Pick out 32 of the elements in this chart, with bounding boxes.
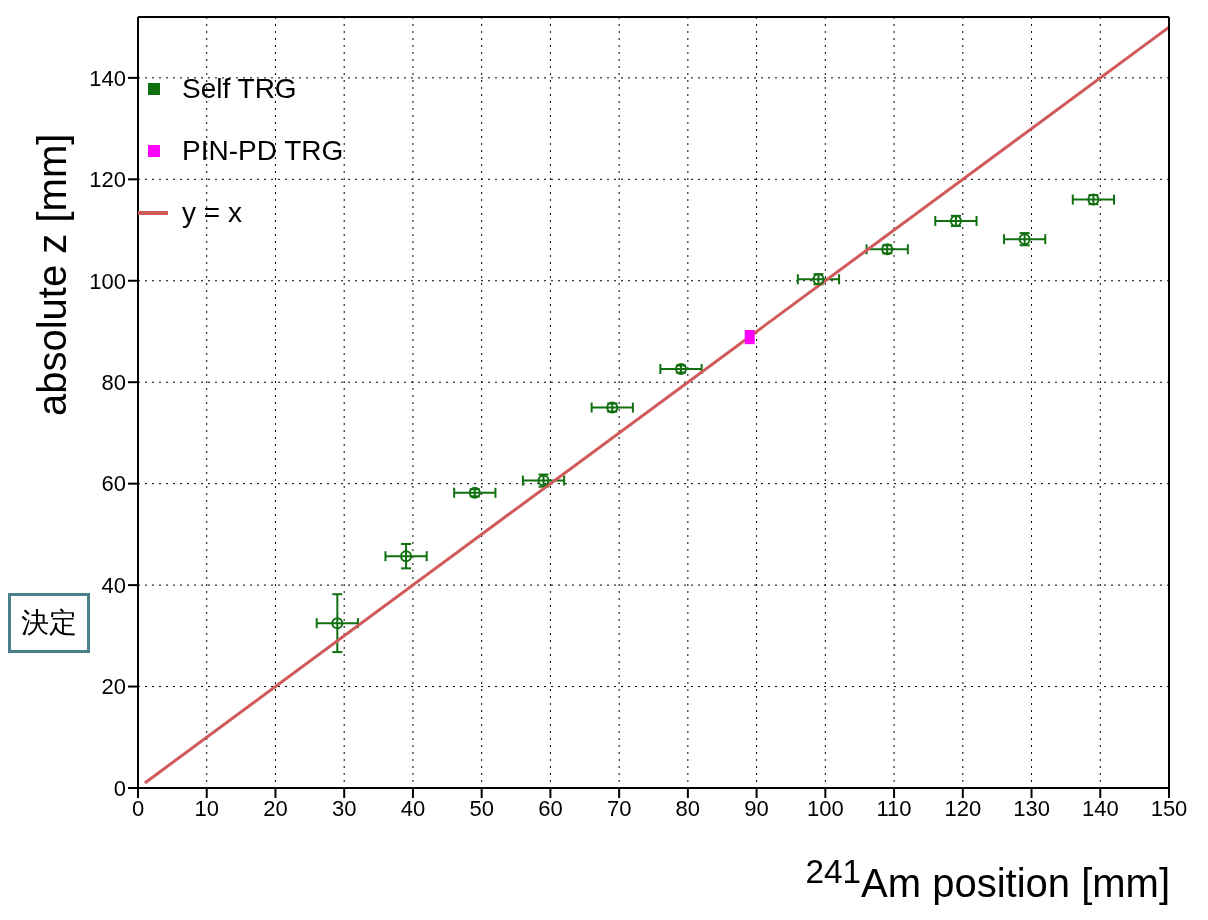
legend-label: PIN-PD TRG — [182, 134, 344, 168]
x-tick-label: 140 — [1081, 795, 1119, 821]
x-tick-label: 100 — [806, 795, 844, 821]
x-tick-label: 50 — [469, 795, 494, 821]
text: 決定 — [8, 593, 90, 653]
x-tick-label: 70 — [606, 795, 632, 821]
y-tick-label: 120 — [89, 167, 126, 193]
y-tick-label: 60 — [101, 471, 126, 497]
y-tick-label: 80 — [101, 370, 126, 396]
x-tick-label: 40 — [400, 795, 426, 821]
y-axis-title: absolute z [mm] — [30, 133, 75, 416]
x-tick-label: 110 — [876, 795, 912, 821]
legend-label: Self TRG — [182, 72, 297, 106]
x-tick-label: 0 — [131, 795, 145, 821]
x-tick-label: 80 — [675, 795, 701, 821]
legend-label: y = x — [182, 196, 242, 230]
x-tick-label: 60 — [538, 795, 563, 821]
y-tick-label: 100 — [89, 268, 126, 294]
x-axis-title: $^{241}$Am position [mm] — [805, 852, 1170, 906]
x-tick-label: 10 — [194, 795, 219, 821]
x-tick-label: 30 — [331, 795, 357, 821]
point — [331, 617, 344, 630]
x-tick-label: 20 — [263, 795, 288, 821]
point — [400, 550, 413, 563]
y-tick-label: 20 — [101, 674, 126, 700]
x-tick-label: 90 — [744, 795, 769, 821]
x-tick-label: 120 — [944, 795, 982, 821]
y-tick-label: 140 — [89, 65, 126, 91]
y-tick-label: 40 — [101, 572, 126, 598]
y-tick-label: 0 — [113, 775, 126, 801]
x-tick-label: 150 — [1150, 795, 1188, 821]
x-tick-label: 130 — [1013, 795, 1050, 821]
